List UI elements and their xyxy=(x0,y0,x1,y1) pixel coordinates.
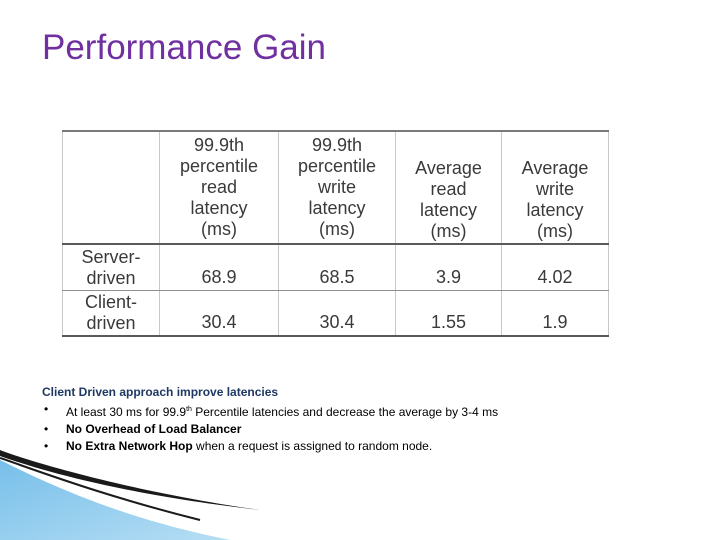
bullet-bold-text: No Overhead of Load Balancer xyxy=(66,422,242,436)
swoosh-line xyxy=(0,457,201,521)
header-line: (ms) xyxy=(319,219,355,239)
table-cell: 68.9 xyxy=(159,244,279,291)
header-corner-cell xyxy=(62,130,160,245)
notes-heading: Client Driven approach improve latencies xyxy=(42,385,279,399)
header-line: write xyxy=(535,179,574,199)
bullet-text-pre: At least 30 ms for 99.9 xyxy=(66,405,187,419)
table-cell: 3.9 xyxy=(395,244,502,291)
header-line: write xyxy=(317,177,356,197)
bullet-text-post: Percentile latencies and decrease the av… xyxy=(191,405,499,419)
results-table-container: 99.9th percentile read latency (ms) 99.9… xyxy=(62,130,609,337)
header-line: latency xyxy=(190,198,248,218)
slide-title: Performance Gain xyxy=(42,28,327,67)
header-line: Average xyxy=(521,158,589,178)
bullet-text-rest: when a request is assigned to random nod… xyxy=(192,439,433,453)
notes-section: Client Driven approach improve latencies… xyxy=(42,385,498,455)
header-cell: 99.9th percentile write latency (ms) xyxy=(278,130,396,245)
header-line: read xyxy=(200,177,238,197)
header-line: (ms) xyxy=(537,221,573,241)
list-item: • At least 30 ms for 99.9th Percentile l… xyxy=(42,401,498,421)
row-label-line: Client- xyxy=(84,292,137,312)
table-row: Server- driven 68.9 68.5 3.9 4.02 xyxy=(62,244,609,291)
table-cell: 4.02 xyxy=(501,244,609,291)
bullet-icon: • xyxy=(44,439,49,453)
table-header-row: 99.9th percentile read latency (ms) 99.9… xyxy=(62,130,609,245)
table-cell: 68.5 xyxy=(278,244,396,291)
header-line: latency xyxy=(526,200,584,220)
row-label-cell: Client- driven xyxy=(62,290,160,337)
list-item: • No Overhead of Load Balancer xyxy=(42,421,498,438)
header-cell: Average read latency (ms) xyxy=(395,130,502,245)
blue-wave-shape xyxy=(0,460,230,540)
bullet-bold-text: No Extra Network Hop xyxy=(66,439,193,453)
header-line: latency xyxy=(419,200,478,220)
header-line: (ms) xyxy=(201,219,237,239)
table-cell: 1.55 xyxy=(395,290,502,337)
header-cell: 99.9th percentile read latency (ms) xyxy=(159,130,279,245)
decorative-swoosh xyxy=(0,450,260,540)
header-line: percentile xyxy=(179,156,259,176)
header-line: Average xyxy=(415,158,482,178)
bullet-icon: • xyxy=(44,422,49,436)
header-line: percentile xyxy=(297,156,377,176)
row-label-line: driven xyxy=(86,313,136,333)
header-line: latency xyxy=(308,198,366,218)
row-label-line: Server- xyxy=(81,246,141,267)
header-cell: Average write latency (ms) xyxy=(501,130,609,245)
list-item: • No Extra Network Hop when a request is… xyxy=(42,438,498,455)
row-label-cell: Server- driven xyxy=(62,244,160,291)
header-line: (ms) xyxy=(430,221,467,241)
table-cell: 1.9 xyxy=(501,290,609,337)
bullet-superscript: th xyxy=(186,406,192,413)
row-label-line: driven xyxy=(86,267,136,288)
table-row: Client- driven 30.4 30.4 1.55 1.9 xyxy=(62,290,609,337)
notes-list: • At least 30 ms for 99.9th Percentile l… xyxy=(42,401,498,455)
header-line: 99.9th xyxy=(311,135,363,155)
bullet-icon: • xyxy=(44,402,49,416)
header-line: read xyxy=(430,179,467,199)
latency-table: 99.9th percentile read latency (ms) 99.9… xyxy=(62,130,609,337)
header-line: 99.9th xyxy=(193,135,245,155)
table-cell: 30.4 xyxy=(278,290,396,337)
table-cell: 30.4 xyxy=(159,290,279,337)
